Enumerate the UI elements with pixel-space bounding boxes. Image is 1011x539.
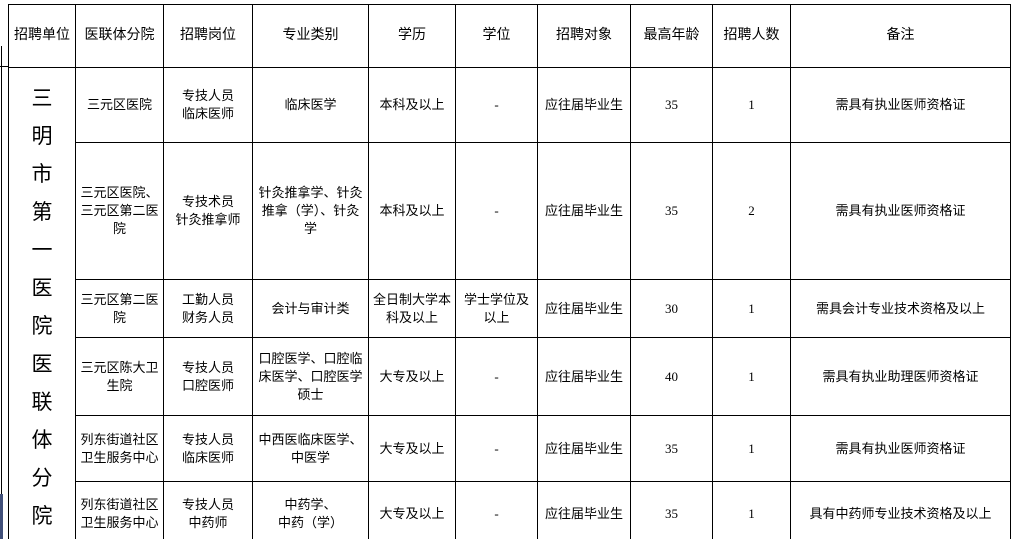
cell-education: 本科及以上	[368, 67, 456, 143]
cell-target: 应往届毕业生	[537, 67, 631, 143]
column-header-target: 招聘对象	[537, 4, 631, 68]
cell-max-age: 30	[630, 279, 713, 338]
header-row: 招聘单位 医联体分院 招聘岗位 专业类别 学历 学位 招聘对象 最高年龄 招聘人…	[8, 4, 1011, 68]
cell-education: 大专及以上	[368, 337, 456, 416]
left-edge-tick	[0, 66, 8, 67]
cell-degree: -	[455, 67, 538, 143]
cell-education: 大专及以上	[368, 481, 456, 539]
cell-max-age: 35	[630, 67, 713, 143]
cell-branch: 三元区医院	[75, 67, 164, 143]
cell-education: 大专及以上	[368, 415, 456, 482]
cell-major: 中西医临床医学、中医学	[252, 415, 369, 482]
cell-remark: 需具有执业助理医师资格证	[790, 337, 1011, 416]
cell-remark: 需具有执业医师资格证	[790, 415, 1011, 482]
cell-recruiting-unit: 三明市第一医院医联体分院	[8, 67, 76, 539]
cell-max-age: 35	[630, 415, 713, 482]
cell-target: 应往届毕业生	[537, 142, 631, 280]
cell-remark: 需具有执业医师资格证	[790, 67, 1011, 143]
cell-remark: 具有中药师专业技术资格及以上	[790, 481, 1011, 539]
cell-degree: -	[455, 337, 538, 416]
table-row: 三元区陈大卫生院 专技人员 口腔医师 口腔医学、口腔临床医学、口腔医学硕士 大专…	[9, 337, 1011, 416]
cell-major: 针灸推拿学、针灸推拿（学）、针灸学	[252, 142, 369, 280]
cell-remark: 需具会计专业技术资格及以上	[790, 279, 1011, 338]
bottom-left-artifact	[0, 494, 3, 539]
table-row: 三元区医院、三元区第二医院 专技术员 针灸推拿师 针灸推拿学、针灸推拿（学）、针…	[9, 142, 1011, 280]
cell-count: 1	[712, 279, 791, 338]
cell-count: 1	[712, 337, 791, 416]
cell-remark: 需具有执业医师资格证	[790, 142, 1011, 280]
column-header-major: 专业类别	[252, 4, 369, 68]
cell-branch: 三元区医院、三元区第二医院	[75, 142, 164, 280]
cell-target: 应往届毕业生	[537, 481, 631, 539]
cell-position: 专技人员 临床医师	[163, 415, 253, 482]
cell-branch: 列东街道社区卫生服务中心	[75, 481, 164, 539]
cell-branch: 三元区第二医院	[75, 279, 164, 338]
column-header-degree: 学位	[455, 4, 538, 68]
cell-position: 专技术员 针灸推拿师	[163, 142, 253, 280]
cell-branch: 三元区陈大卫生院	[75, 337, 164, 416]
cell-count: 1	[712, 481, 791, 539]
column-header-unit: 招聘单位	[8, 4, 76, 68]
table-row: 列东街道社区卫生服务中心 专技人员 临床医师 中西医临床医学、中医学 大专及以上…	[9, 415, 1011, 482]
recruitment-table: 招聘单位 医联体分院 招聘岗位 专业类别 学历 学位 招聘对象 最高年龄 招聘人…	[8, 4, 1011, 539]
column-header-max-age: 最高年龄	[630, 4, 713, 68]
column-header-remark: 备注	[790, 4, 1011, 68]
cell-max-age: 35	[630, 481, 713, 539]
column-header-position: 招聘岗位	[163, 4, 253, 68]
cell-major: 中药学、 中药（学）	[252, 481, 369, 539]
cell-degree: -	[455, 142, 538, 280]
cell-degree: -	[455, 415, 538, 482]
column-header-count: 招聘人数	[712, 4, 791, 68]
cell-branch: 列东街道社区卫生服务中心	[75, 415, 164, 482]
left-edge-gridline	[1, 46, 2, 539]
cell-education: 全日制大学本科及以上	[368, 279, 456, 338]
cell-degree: 学士学位及以上	[455, 279, 538, 338]
cell-education: 本科及以上	[368, 142, 456, 280]
cell-major: 会计与审计类	[252, 279, 369, 338]
cell-position: 专技人员 口腔医师	[163, 337, 253, 416]
cell-target: 应往届毕业生	[537, 415, 631, 482]
column-header-education: 学历	[368, 4, 456, 68]
cell-count: 2	[712, 142, 791, 280]
column-header-branch: 医联体分院	[75, 4, 164, 68]
cell-count: 1	[712, 67, 791, 143]
cell-position: 工勤人员 财务人员	[163, 279, 253, 338]
cell-position: 专技人员 临床医师	[163, 67, 253, 143]
cell-count: 1	[712, 415, 791, 482]
cell-target: 应往届毕业生	[537, 337, 631, 416]
cell-degree: -	[455, 481, 538, 539]
cell-major: 口腔医学、口腔临床医学、口腔医学硕士	[252, 337, 369, 416]
table-row: 列东街道社区卫生服务中心 专技人员 中药师 中药学、 中药（学） 大专及以上 -…	[9, 481, 1011, 539]
table-row: 三明市第一医院医联体分院 三元区医院 专技人员 临床医师 临床医学 本科及以上 …	[8, 67, 1011, 539]
recruiting-unit-vertical-text: 三明市第一医院医联体分院	[31, 85, 53, 528]
cell-target: 应往届毕业生	[537, 279, 631, 338]
table-row: 三元区第二医院 工勤人员 财务人员 会计与审计类 全日制大学本科及以上 学士学位…	[9, 279, 1011, 338]
cell-max-age: 35	[630, 142, 713, 280]
cell-major: 临床医学	[252, 67, 369, 143]
cell-max-age: 40	[630, 337, 713, 416]
cell-position: 专技人员 中药师	[163, 481, 253, 539]
